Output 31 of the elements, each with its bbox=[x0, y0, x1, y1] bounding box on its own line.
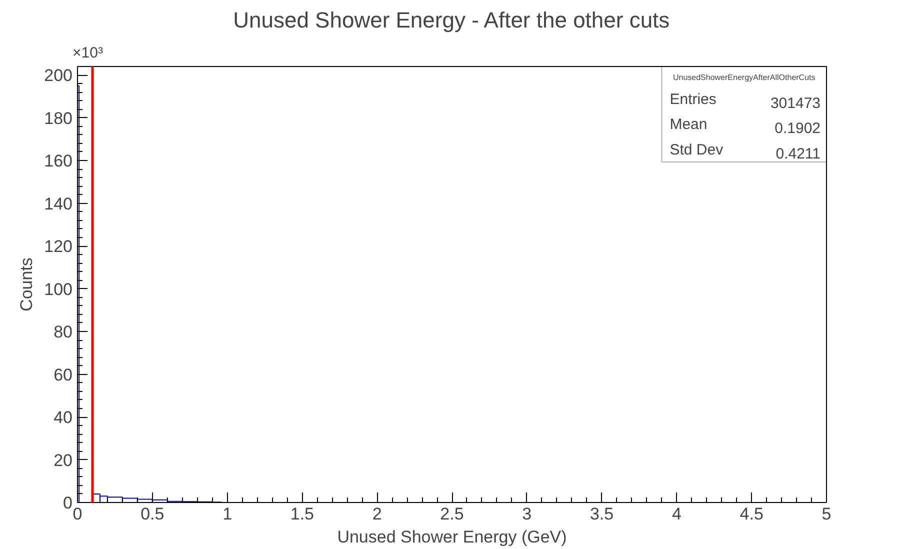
y-axis-title: Counts bbox=[17, 258, 36, 312]
x-tick-label: 0.5 bbox=[140, 504, 164, 524]
annotation: 301473 bbox=[770, 94, 821, 112]
y-tick-label: 60 bbox=[54, 365, 73, 384]
y-tick-label: 140 bbox=[44, 194, 73, 214]
y-tick-label: 20 bbox=[54, 450, 73, 470]
text: ×10³ bbox=[72, 44, 103, 62]
x-axis-title: Unused Shower Energy (GeV) bbox=[337, 528, 567, 546]
annotation: Mean bbox=[670, 116, 708, 134]
x-tick-label: 4.5 bbox=[740, 504, 764, 524]
x-tick-label: 1.5 bbox=[290, 504, 314, 524]
x-tick-label: 3.5 bbox=[590, 504, 614, 524]
x-tick-label: 4 bbox=[672, 504, 682, 524]
annotation: UnusedShowerEnergyAfterAllOtherCuts bbox=[672, 72, 816, 82]
annotation: Std Dev bbox=[670, 141, 724, 158]
y-tick-label: 40 bbox=[54, 408, 73, 428]
annotation: Entries bbox=[670, 90, 716, 108]
annotation: 0.1902 bbox=[774, 120, 821, 138]
x-tick-label: 5 bbox=[822, 504, 832, 524]
y-tick-label: 80 bbox=[54, 322, 73, 342]
x-tick-label: 3 bbox=[522, 504, 532, 524]
y-tick-label: 100 bbox=[44, 280, 73, 299]
y-tick-label: 200 bbox=[44, 66, 73, 86]
y-tick-label: 180 bbox=[44, 108, 73, 128]
annotation: 0.4211 bbox=[776, 145, 820, 162]
y-tick-label: 160 bbox=[44, 152, 73, 171]
x-tick-label: 1 bbox=[222, 504, 232, 524]
x-tick-label: 2 bbox=[372, 504, 382, 524]
y-tick-label: 120 bbox=[44, 237, 73, 256]
chart-title: Unused Shower Energy - After the other cuts bbox=[233, 8, 670, 32]
x-tick-label: 2.5 bbox=[440, 504, 464, 524]
